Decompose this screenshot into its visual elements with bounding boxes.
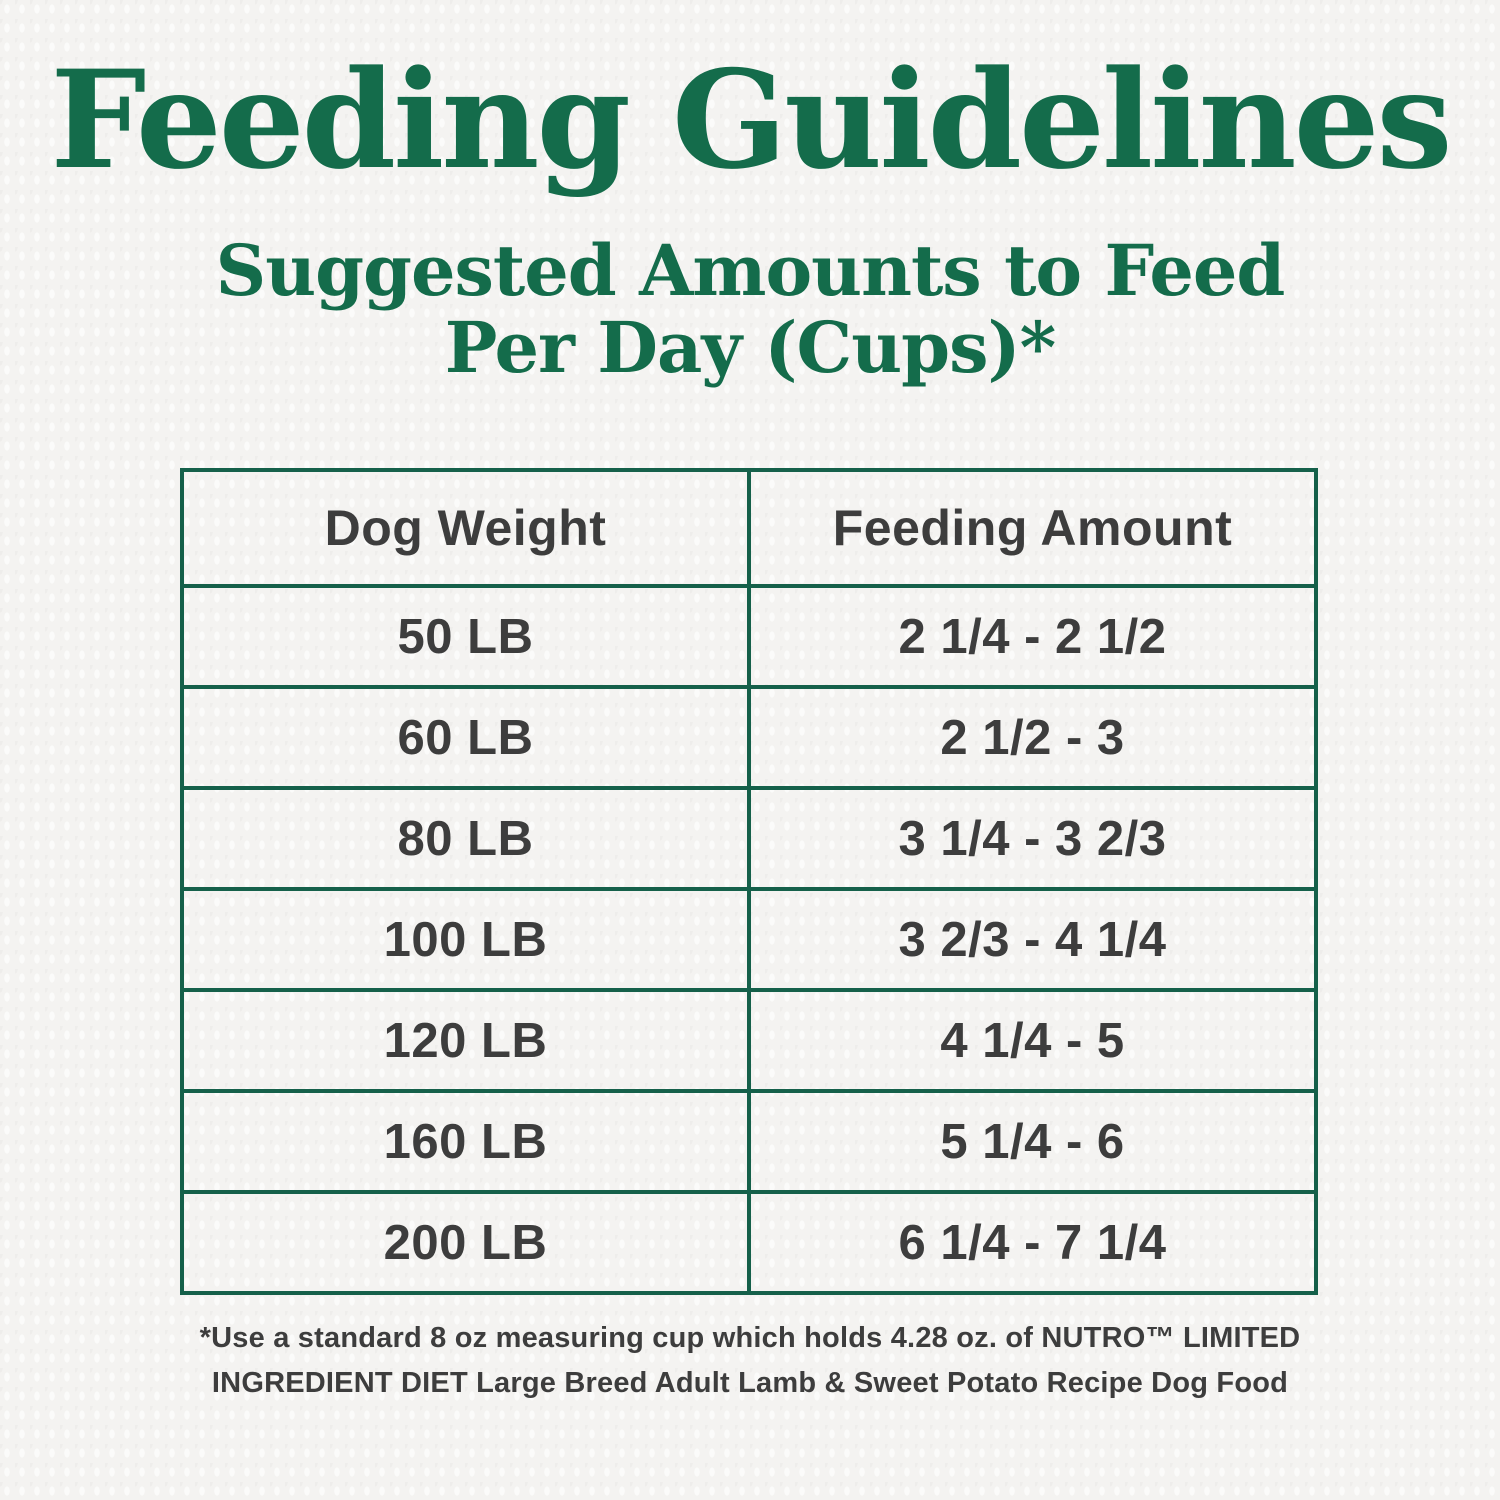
cell-dog-weight: 80 LB — [180, 786, 751, 891]
cell-feeding-amount: 6 1/4 - 7 1/4 — [747, 1190, 1318, 1295]
subtitle-line-2: Per Day (Cups)* — [444, 306, 1056, 389]
cell-feeding-amount: 3 1/4 - 3 2/3 — [747, 786, 1318, 891]
subtitle-line-1: Suggested Amounts to Feed — [215, 229, 1286, 312]
feeding-table: Dog Weight Feeding Amount 50 LB 2 1/4 - … — [180, 468, 1318, 1295]
page-subtitle: Suggested Amounts to Feed Per Day (Cups)… — [0, 232, 1500, 386]
column-header-feeding-amount: Feeding Amount — [747, 468, 1318, 588]
page-title: Feeding Guidelines — [50, 40, 1452, 199]
table-row: 120 LB 4 1/4 - 5 — [180, 988, 1318, 1093]
cell-dog-weight: 60 LB — [180, 685, 751, 790]
table-row: 60 LB 2 1/2 - 3 — [180, 685, 1318, 790]
cell-dog-weight: 200 LB — [180, 1190, 751, 1295]
table-row: 80 LB 3 1/4 - 3 2/3 — [180, 786, 1318, 891]
cell-feeding-amount: 3 2/3 - 4 1/4 — [747, 887, 1318, 992]
table-row: 50 LB 2 1/4 - 2 1/2 — [180, 584, 1318, 689]
cell-feeding-amount: 2 1/4 - 2 1/2 — [747, 584, 1318, 689]
cell-feeding-amount: 4 1/4 - 5 — [747, 988, 1318, 1093]
column-header-dog-weight: Dog Weight — [180, 468, 751, 588]
table-row: 160 LB 5 1/4 - 6 — [180, 1089, 1318, 1194]
cell-dog-weight: 100 LB — [180, 887, 751, 992]
footnote: *Use a standard 8 oz measuring cup which… — [199, 1322, 1301, 1399]
table-header-row: Dog Weight Feeding Amount — [180, 468, 1318, 588]
table-row: 200 LB 6 1/4 - 7 1/4 — [180, 1190, 1318, 1295]
cell-feeding-amount: 2 1/2 - 3 — [747, 685, 1318, 790]
cell-dog-weight: 50 LB — [180, 584, 751, 689]
cell-feeding-amount: 5 1/4 - 6 — [747, 1089, 1318, 1194]
cell-dog-weight: 120 LB — [180, 988, 751, 1093]
table-row: 100 LB 3 2/3 - 4 1/4 — [180, 887, 1318, 992]
cell-dog-weight: 160 LB — [180, 1089, 751, 1194]
